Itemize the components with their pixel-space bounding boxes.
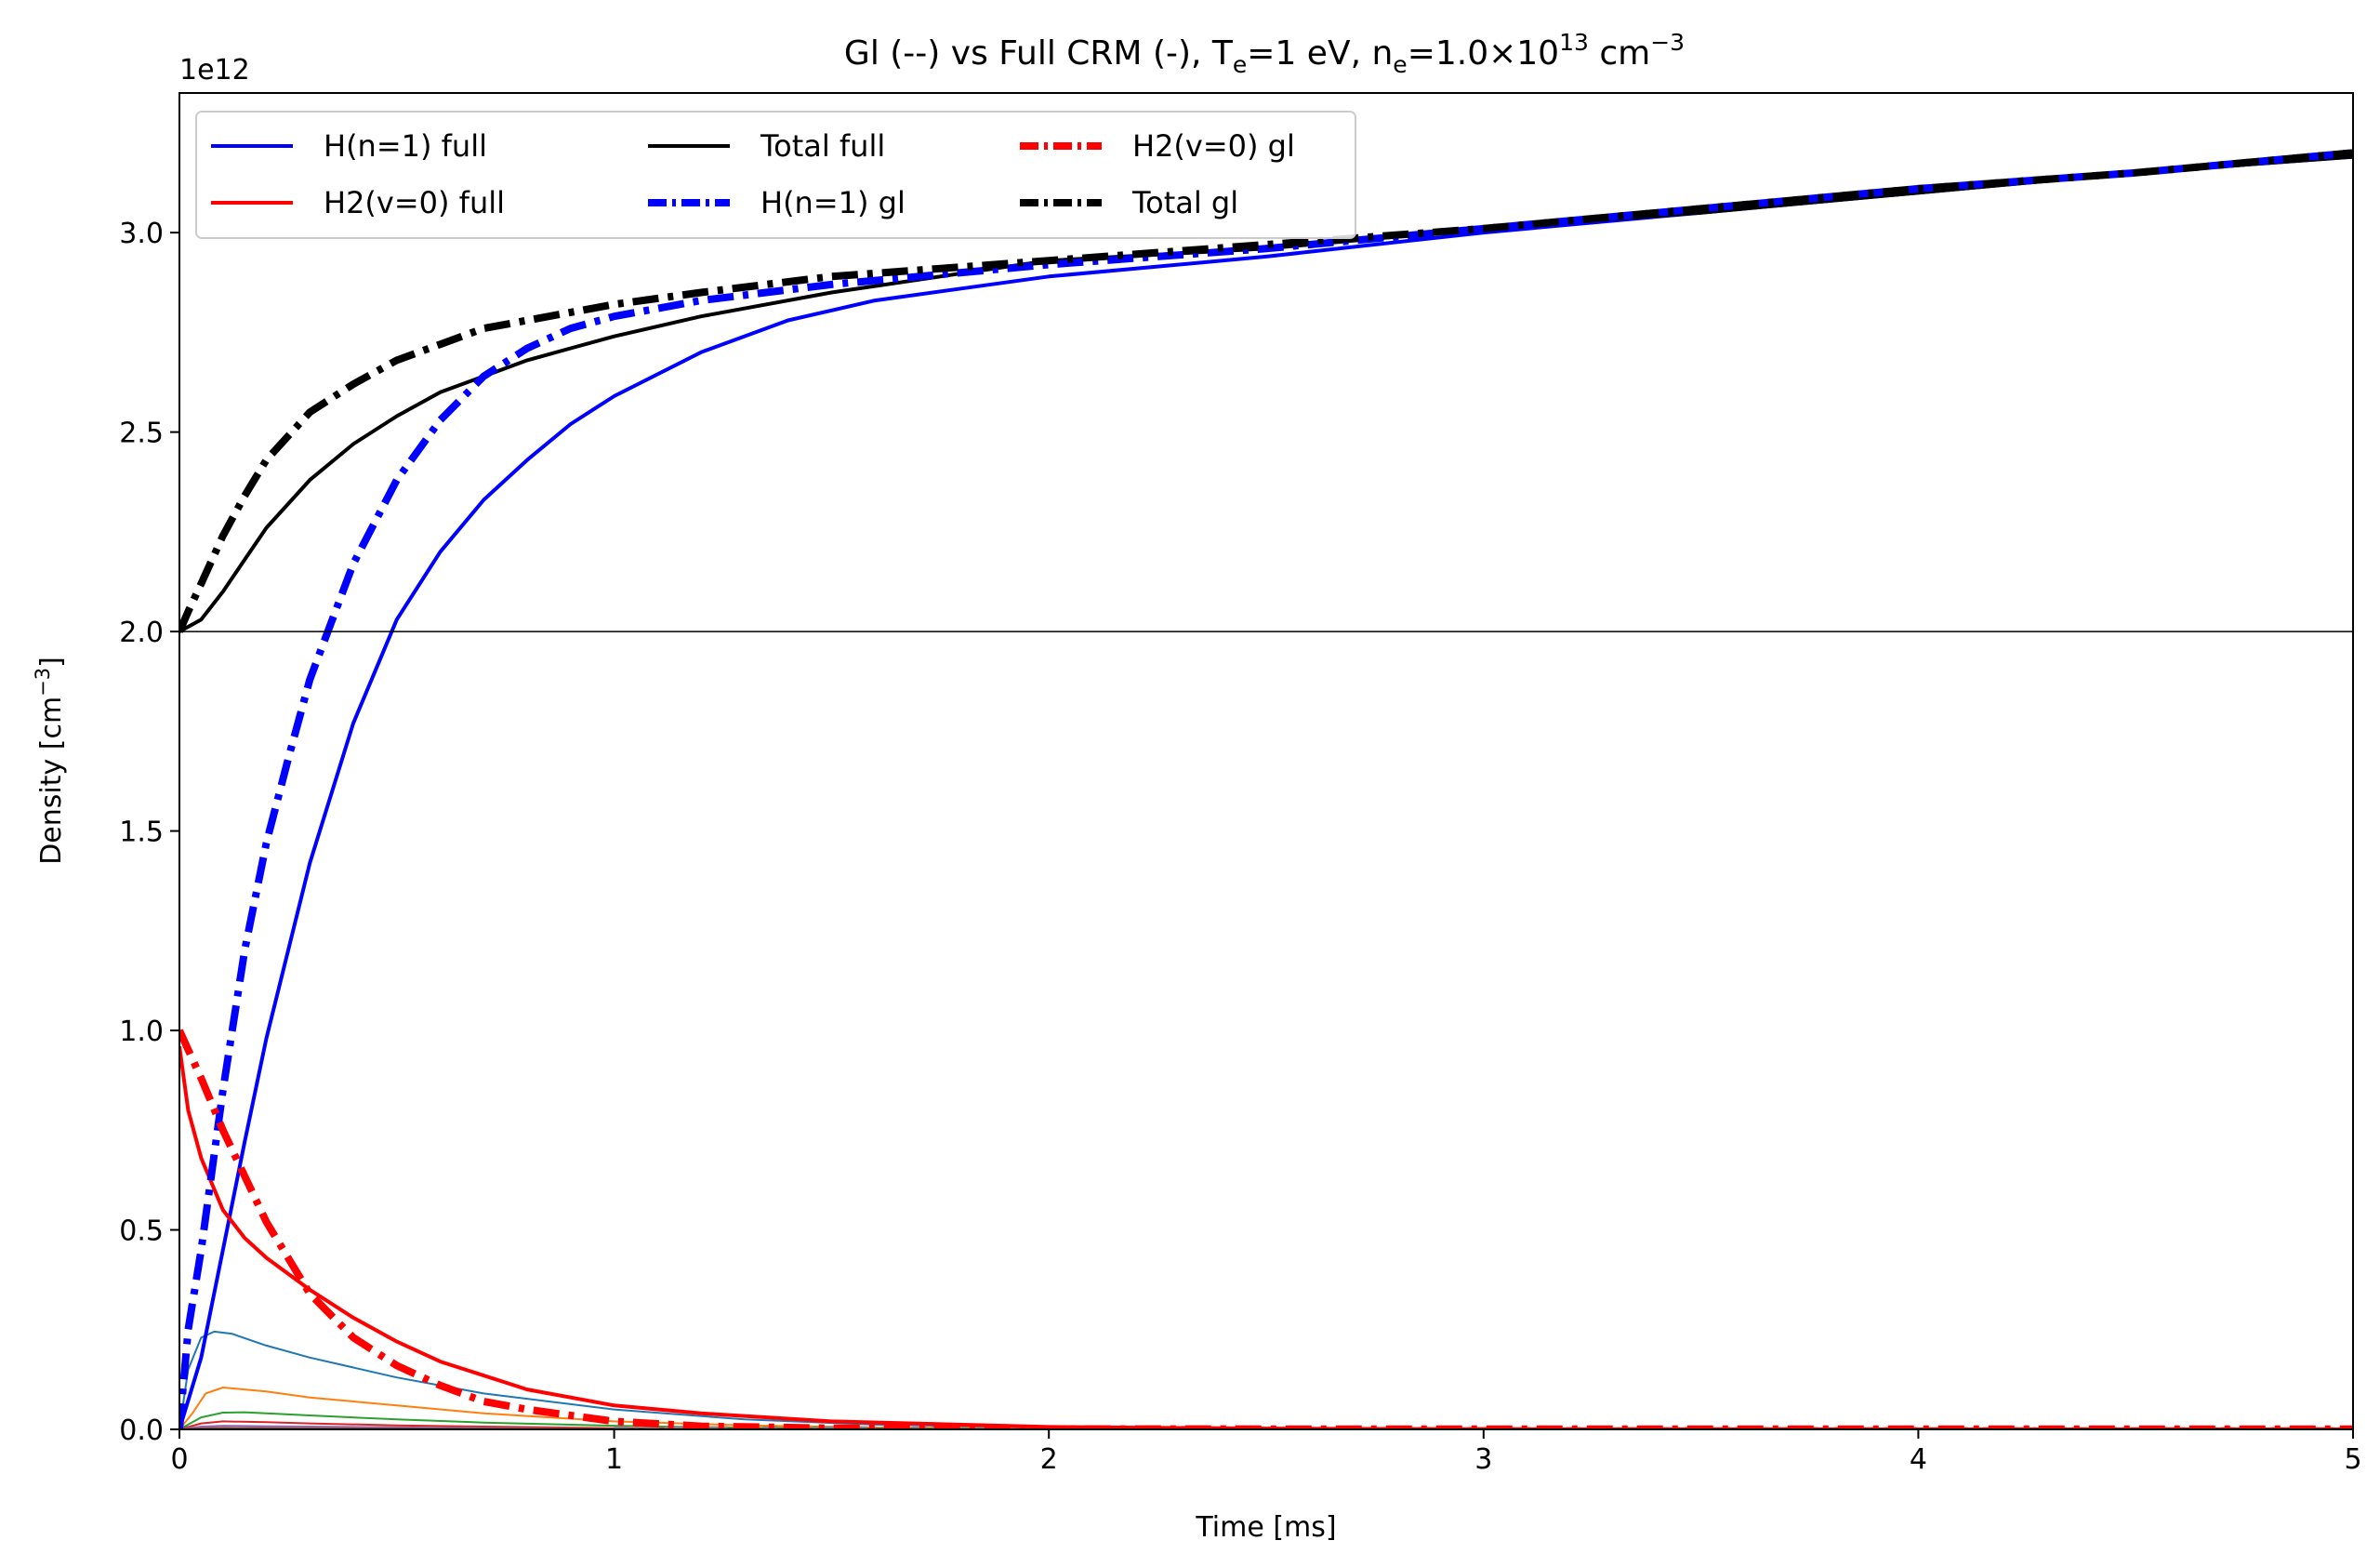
y-tick-label: 1.0 bbox=[119, 1016, 164, 1048]
series-line-0 bbox=[179, 154, 2353, 1429]
y-axis-label: Density [cm−3] bbox=[32, 657, 68, 865]
x-tick-label: 4 bbox=[1910, 1443, 1927, 1476]
chart-title: Gl (--) vs Full CRM (-), Te=1 eV, ne=1.0… bbox=[844, 29, 1685, 78]
x-axis-label: Time [ms] bbox=[1195, 1511, 1336, 1544]
legend: H(n=1) full H2(v=0) full Total full H(n=1) … bbox=[195, 111, 1356, 239]
y-tick-label: 2.0 bbox=[119, 617, 164, 649]
legend-label: H2(v=0) gl bbox=[1132, 128, 1295, 164]
plot-frame bbox=[178, 92, 2354, 1430]
plot-area bbox=[179, 93, 2353, 1429]
legend-label: H(n=1) full bbox=[324, 128, 487, 164]
y-tick-label: 0.0 bbox=[119, 1414, 164, 1447]
y-offset-text: 1e12 bbox=[179, 54, 250, 86]
x-tick-label: 5 bbox=[2344, 1443, 2361, 1476]
legend-label: Total gl bbox=[1131, 185, 1238, 220]
x-tick-label: 1 bbox=[605, 1443, 623, 1476]
legend-label: H2(v=0) full bbox=[324, 185, 505, 220]
x-tick-label: 3 bbox=[1474, 1443, 1492, 1476]
legend-label: Total full bbox=[760, 128, 885, 164]
x-tick-label: 2 bbox=[1040, 1443, 1058, 1476]
y-tick-label: 3.0 bbox=[119, 218, 164, 250]
ticks: 0 1 2 3 4 5 0.0 0.5 1.0 1.5 2.0 2.5 3.0 bbox=[119, 218, 2361, 1476]
series-line-5 bbox=[179, 149, 2353, 633]
series-line-9 bbox=[179, 1420, 2353, 1429]
y-tick-label: 0.5 bbox=[119, 1215, 164, 1248]
y-tick-label: 1.5 bbox=[119, 817, 164, 849]
x-tick-label: 0 bbox=[170, 1443, 188, 1476]
y-tick-label: 2.5 bbox=[119, 418, 164, 450]
legend-label: H(n=1) gl bbox=[760, 185, 906, 220]
